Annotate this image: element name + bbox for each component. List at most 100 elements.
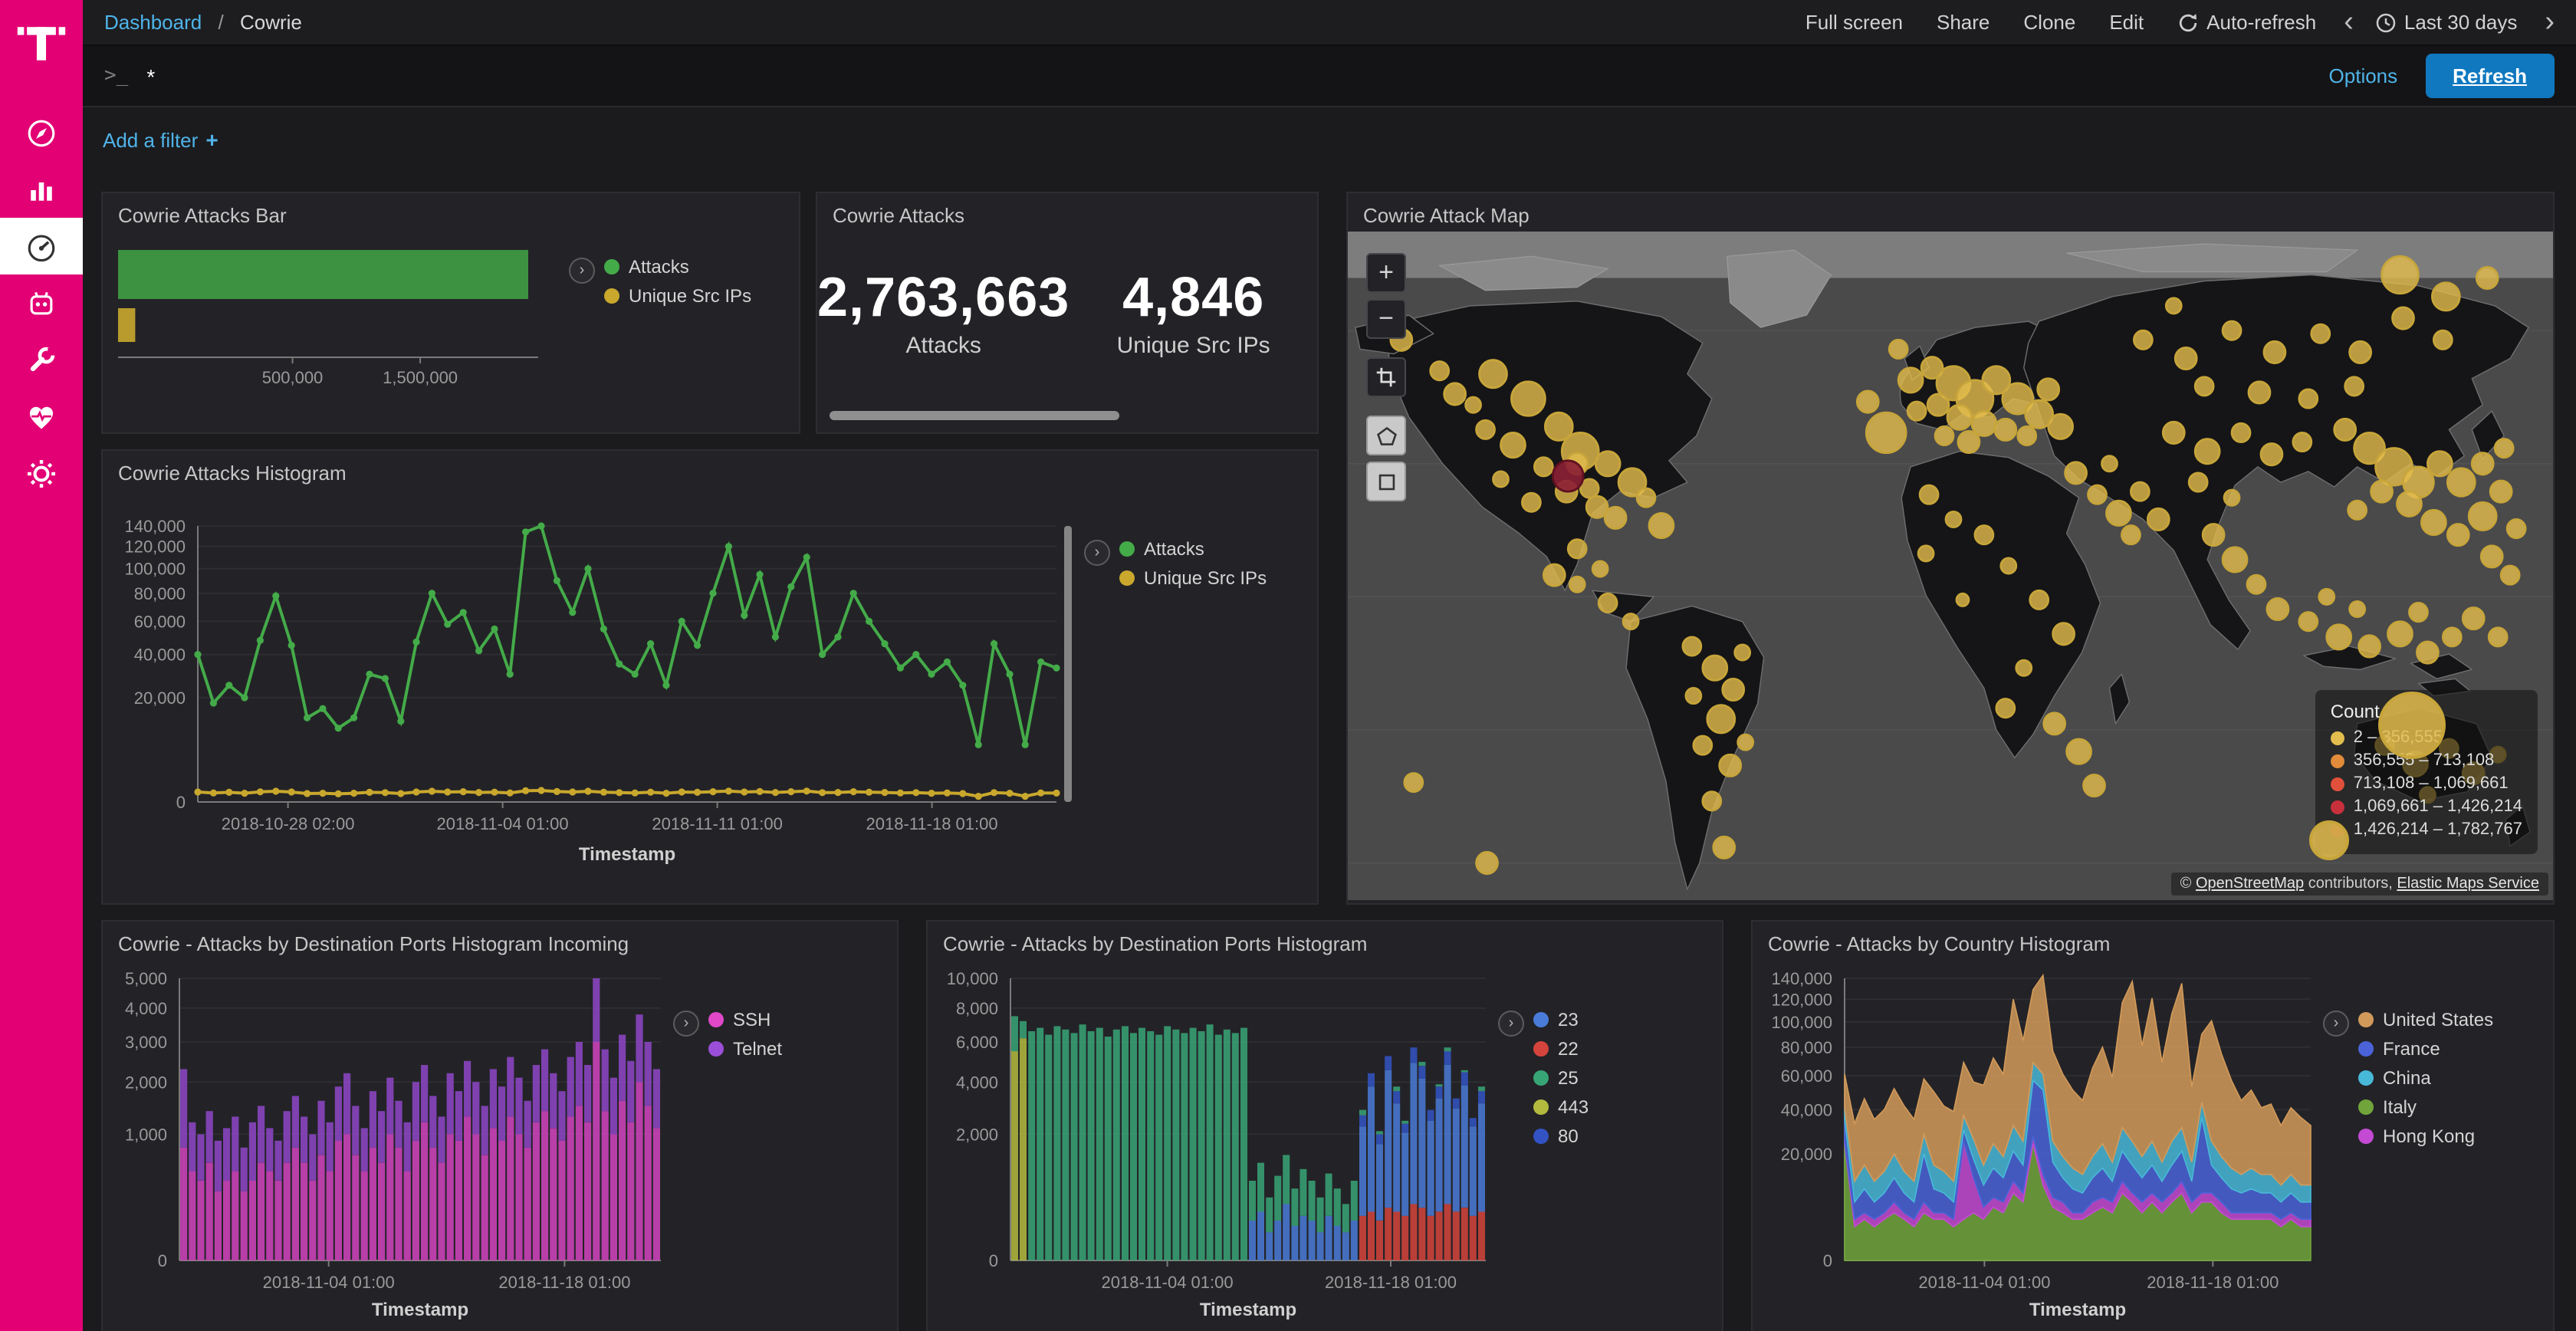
query-prompt-icon: >_: [104, 64, 129, 87]
legend-color-dot: [1533, 1070, 1549, 1086]
legend-collapse-button[interactable]: ›: [1084, 540, 1110, 566]
edit-button[interactable]: Edit: [2109, 11, 2144, 34]
clone-button[interactable]: Clone: [2023, 11, 2076, 34]
add-filter-label: Add a filter: [103, 129, 199, 152]
legend-item[interactable]: Telnet: [708, 1038, 782, 1060]
histogram-legend: › Attacks Unique Src IPs: [1084, 489, 1267, 891]
robot-mask-icon: [30, 291, 53, 314]
svg-text:120,000: 120,000: [124, 537, 186, 557]
sidebar-item-discover[interactable]: [0, 104, 83, 161]
breadcrumb-separator: /: [218, 11, 224, 34]
legend-item[interactable]: 443: [1533, 1096, 1589, 1118]
legend-item[interactable]: Unique Src IPs: [1119, 567, 1267, 589]
polygon-icon: [1376, 426, 1396, 445]
legend-item[interactable]: France: [2358, 1038, 2493, 1060]
elastic-maps-service-link[interactable]: Elastic Maps Service: [2397, 876, 2539, 892]
legend-collapse-button[interactable]: ›: [2323, 1011, 2349, 1037]
sidebar-item-management[interactable]: [0, 445, 83, 501]
legend-label: 25: [1558, 1067, 1579, 1089]
sidebar-item-visualize[interactable]: [0, 161, 83, 218]
refresh-button[interactable]: Refresh: [2425, 54, 2555, 98]
metric-label: Attacks: [905, 333, 981, 359]
legend-collapse-button[interactable]: ›: [673, 1011, 699, 1037]
legend-item[interactable]: 25: [1533, 1067, 1589, 1089]
legend-item[interactable]: United States: [2358, 1009, 2493, 1030]
svg-text:2018-11-04 01:00: 2018-11-04 01:00: [1102, 1273, 1234, 1292]
svg-text:0: 0: [158, 1251, 167, 1270]
full-screen-button[interactable]: Full screen: [1805, 11, 1903, 34]
options-link[interactable]: Options: [2328, 64, 2398, 87]
clock-icon: [2376, 12, 2396, 32]
refresh-arrow-icon: [2179, 13, 2197, 31]
legend-color-dot: [2358, 1012, 2374, 1027]
breadcrumb-dashboard-link[interactable]: Dashboard: [104, 11, 202, 34]
zoom-in-button[interactable]: +: [1366, 253, 1406, 293]
crop-icon: [1376, 367, 1396, 387]
legend-item[interactable]: 80: [1533, 1126, 1589, 1147]
panel-cowrie-attacks-bar: Cowrie Attacks Bar 500,000 1,500,000 › Att…: [101, 192, 800, 434]
legend-item[interactable]: SSH: [708, 1009, 782, 1030]
metric-value: 2,763,663: [817, 265, 1070, 328]
sidebar-item-monitoring[interactable]: [0, 388, 83, 445]
legend-item[interactable]: Attacks: [604, 256, 751, 278]
sidebar: [0, 0, 83, 1331]
legend-label: Attacks: [1144, 538, 1204, 560]
legend-item[interactable]: Unique Src IPs: [604, 285, 751, 307]
sidebar-item-dashboard[interactable]: [0, 218, 83, 274]
heartbeat-icon: [29, 406, 54, 429]
svg-text:100,000: 100,000: [124, 560, 186, 579]
legend-item[interactable]: 22: [1533, 1038, 1589, 1060]
draw-rectangle-button[interactable]: [1366, 462, 1406, 501]
tmobile-t-icon: [17, 27, 66, 61]
panel-title: Cowrie Attack Map: [1363, 204, 1530, 227]
legend-collapse-button[interactable]: ›: [1498, 1011, 1524, 1037]
wrench-icon: [30, 346, 56, 371]
svg-text:2018-11-18 01:00: 2018-11-18 01:00: [866, 814, 998, 833]
openstreetmap-link[interactable]: OpenStreetMap: [2195, 876, 2305, 892]
panel-cowrie-attacks-metric: Cowrie Attacks 2,763,663 Attacks 4,846 U…: [816, 192, 1319, 434]
svg-text:10,000: 10,000: [947, 969, 998, 988]
auto-refresh-button[interactable]: Auto-refresh: [2177, 11, 2316, 34]
share-button[interactable]: Share: [1937, 11, 1990, 34]
legend-color-dot: [2358, 1070, 2374, 1086]
legend-item[interactable]: Hong Kong: [2358, 1126, 2493, 1147]
tmobile-logo-icon[interactable]: [15, 9, 67, 77]
svg-text:2,000: 2,000: [125, 1073, 167, 1092]
time-range-picker[interactable]: Last 30 days: [2375, 11, 2517, 34]
svg-text:100,000: 100,000: [1771, 1013, 1832, 1032]
svg-text:Timestamp: Timestamp: [579, 844, 675, 865]
svg-text:3,000: 3,000: [125, 1033, 167, 1052]
legend-item[interactable]: 23: [1533, 1009, 1589, 1030]
map-bubble: [2378, 692, 2446, 759]
ports-incoming-chart: 0 1,000 2,000 3,000 4,000 5,000 2018-11-04 01:…: [125, 969, 661, 1320]
ports-incoming-legend: › SSH Telnet: [673, 960, 782, 1331]
fit-bounds-button[interactable]: [1366, 357, 1406, 397]
legend-color-dot: [1533, 1129, 1549, 1144]
legend-color-dot: [2358, 1129, 2374, 1144]
legend-item[interactable]: China: [2358, 1067, 2493, 1089]
map-legend-title: Count: [2330, 701, 2380, 722]
svg-text:1,000: 1,000: [125, 1125, 167, 1144]
time-back-chevron[interactable]: ‹: [2344, 6, 2354, 38]
horizontal-scrollbar[interactable]: [830, 411, 1120, 420]
draw-polygon-button[interactable]: [1366, 416, 1406, 455]
breadcrumb-current: Cowrie: [239, 11, 302, 34]
zoom-out-button[interactable]: −: [1366, 299, 1406, 339]
legend-color-dot: [1119, 541, 1135, 557]
add-filter-link[interactable]: Add a filter +: [103, 127, 219, 152]
legend-item[interactable]: Attacks: [1119, 538, 1267, 560]
time-forward-chevron[interactable]: ›: [2545, 6, 2555, 38]
legend-item[interactable]: Italy: [2358, 1096, 2493, 1118]
legend-collapse-button[interactable]: ›: [569, 258, 595, 284]
dashboard-gauge-icon: [28, 234, 55, 261]
map-attribution: © OpenStreetMap contributors, Elastic Ma…: [2170, 873, 2548, 896]
legend-label: 443: [1558, 1096, 1589, 1118]
sidebar-item-honeypot[interactable]: [0, 274, 83, 331]
query-input[interactable]: [146, 64, 2329, 88]
legend-label: Italy: [2383, 1096, 2417, 1118]
svg-text:40,000: 40,000: [1781, 1100, 1832, 1119]
sidebar-item-dev-tools[interactable]: [0, 331, 83, 388]
legend-label: SSH: [733, 1009, 771, 1030]
panel-title: Cowrie Attacks: [833, 204, 964, 227]
